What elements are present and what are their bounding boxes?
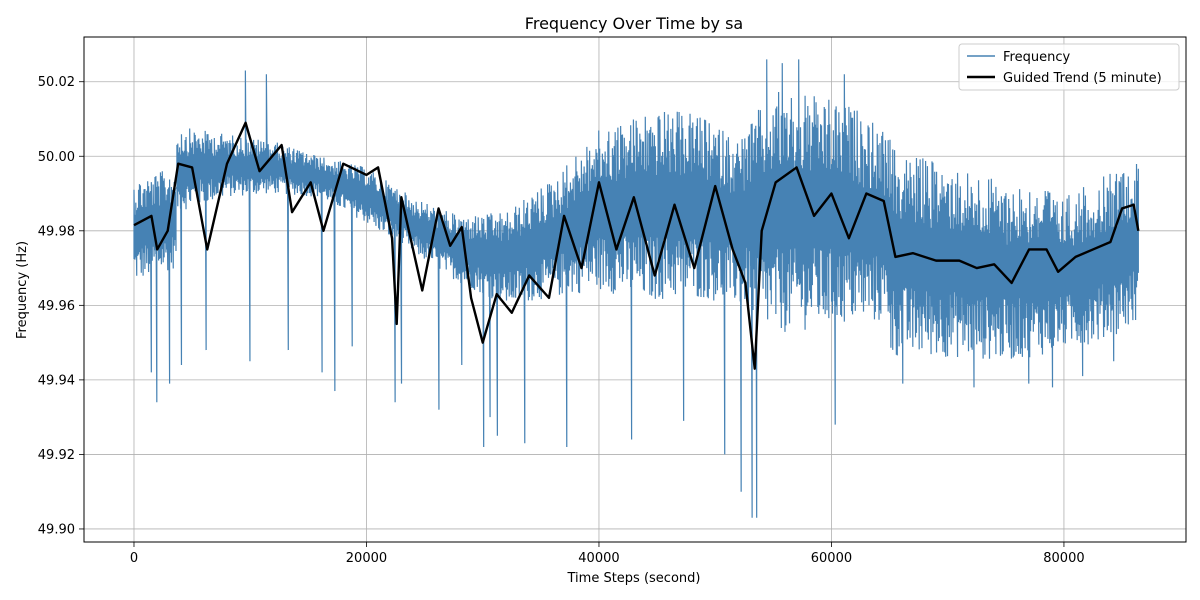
guided-trend-line (133, 121, 1140, 370)
series-layer (133, 59, 1140, 518)
y-tick-label: 49.90 (38, 522, 75, 537)
x-tick-label: 60000 (811, 551, 852, 566)
x-axis-label: Time Steps (second) (567, 571, 701, 586)
legend: Frequency Guided Trend (5 minute) (958, 43, 1180, 91)
x-tick-label: 0 (130, 551, 138, 566)
axis-ticks: 0 20000 40000 60000 80000 49.90 49.92 49.94 49.9… (38, 75, 1085, 566)
x-tick-label: 80000 (1043, 551, 1084, 566)
y-tick-label: 49.92 (38, 448, 75, 463)
y-axis-label: Frequency (Hz) (15, 241, 30, 339)
frequency-series-line (133, 59, 1139, 518)
y-tick-label: 50.02 (38, 75, 75, 90)
x-tick-label: 40000 (578, 551, 619, 566)
x-tick-label: 20000 (346, 551, 387, 566)
legend-label-frequency: Frequency (1003, 50, 1070, 65)
legend-label-guided-trend: Guided Trend (5 minute) (1003, 71, 1162, 86)
plot-frame (83, 36, 1187, 543)
y-tick-label: 49.96 (38, 299, 75, 314)
y-tick-label: 49.94 (38, 373, 75, 388)
y-tick-label: 50.00 (38, 150, 75, 165)
y-tick-label: 49.98 (38, 224, 75, 239)
legend-box (958, 43, 1180, 91)
chart-title: Frequency Over Time by sa (525, 14, 743, 33)
